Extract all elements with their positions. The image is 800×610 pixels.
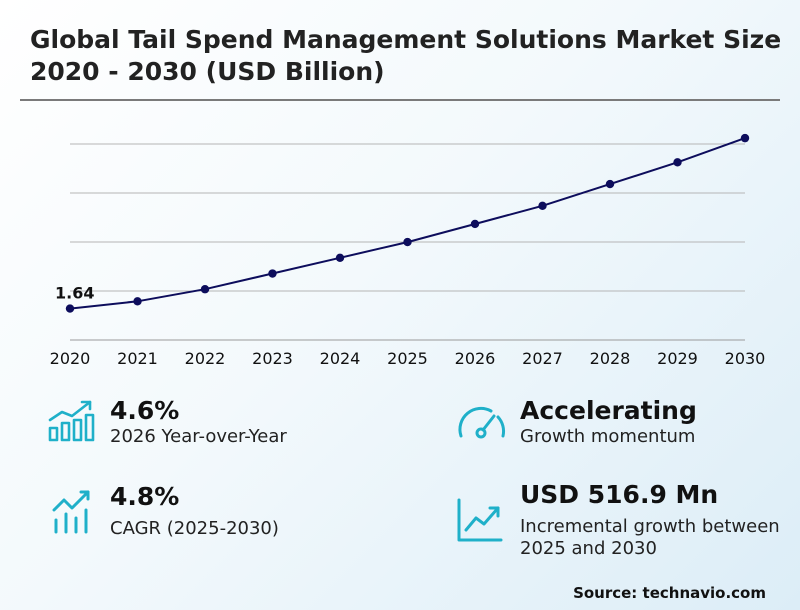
- stat-value: USD 516.9 Mn: [520, 480, 719, 509]
- x-tick-label: 2027: [522, 349, 563, 368]
- data-point: [200, 285, 210, 294]
- x-tick-label: 2021: [117, 349, 158, 368]
- x-tick-label: 2030: [725, 349, 766, 368]
- data-point: [470, 219, 480, 229]
- data-point: [65, 304, 75, 313]
- stat-value: 4.8%: [110, 482, 180, 511]
- data-labels: 1.64: [55, 284, 94, 303]
- data-point: [335, 253, 345, 263]
- x-axis-ticks: 2020 2021 2022 2023 2024 2025 2026 2027 2028 2029…: [50, 349, 766, 368]
- x-tick-label: 2029: [657, 349, 698, 368]
- data-label: 1.64: [55, 284, 94, 303]
- x-tick-label: 2025: [387, 349, 428, 368]
- x-tick-label: 2026: [455, 349, 496, 368]
- stat-label: Incremental growth between 2025 and 2030: [520, 516, 780, 559]
- data-point: [740, 133, 750, 143]
- speedometer-icon: [458, 406, 506, 439]
- stat-label: Growth momentum: [520, 426, 696, 447]
- trend-bars-icon: [52, 490, 90, 534]
- data-point: [268, 269, 277, 278]
- x-tick-label: 2022: [185, 349, 226, 368]
- stat-incremental: USD 516.9 Mn Incremental growth between …: [520, 480, 790, 560]
- line-chart: 2020 2021 2022 2023 2024 2025 2026 2027 2028 2029…: [50, 133, 766, 368]
- data-point: [605, 179, 615, 189]
- stat-momentum: Accelerating Growth momentum: [520, 396, 697, 448]
- stat-value: 4.6%: [110, 396, 180, 425]
- bar-chart-growth-icon: [48, 400, 95, 442]
- title-divider: [20, 99, 780, 101]
- stat-cagr: 4.8% CAGR (2025-2030): [110, 482, 279, 540]
- x-tick-label: 2024: [320, 349, 361, 368]
- data-point: [133, 297, 142, 306]
- data-point: [673, 158, 682, 167]
- data-point: [403, 237, 412, 247]
- chart-title: Global Tail Spend Management Solutions M…: [30, 25, 782, 86]
- x-tick-label: 2028: [590, 349, 631, 368]
- source-credit: Source: technavio.com: [573, 584, 766, 602]
- stat-value: Accelerating: [520, 396, 697, 425]
- x-tick-label: 2020: [50, 349, 91, 368]
- stat-label: 2026 Year-over-Year: [110, 426, 287, 447]
- x-tick-label: 2023: [252, 349, 293, 368]
- data-point: [538, 201, 547, 211]
- line-trend-up-icon: [457, 498, 503, 542]
- stat-yoy: 4.6% 2026 Year-over-Year: [110, 396, 287, 448]
- data-points: [65, 133, 750, 313]
- stat-label: CAGR (2025-2030): [110, 518, 279, 539]
- series-line: [69, 137, 746, 310]
